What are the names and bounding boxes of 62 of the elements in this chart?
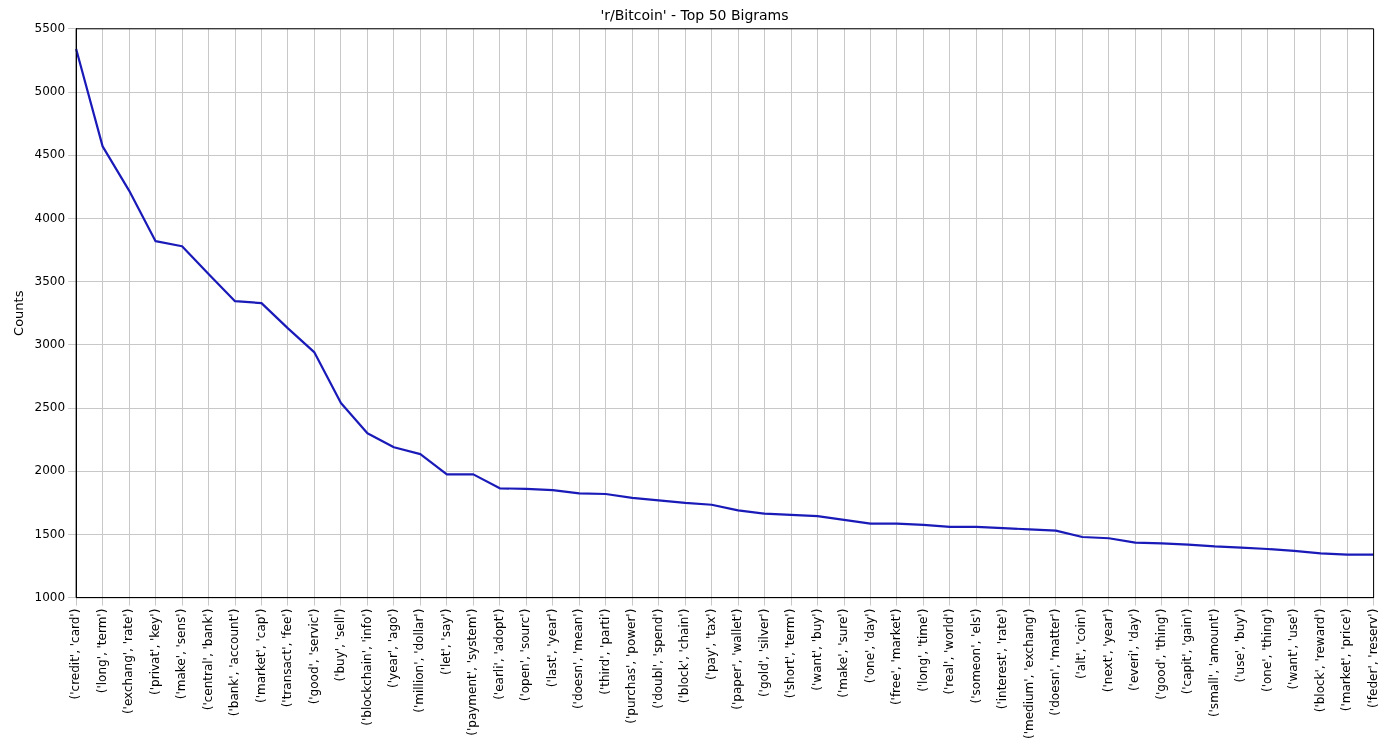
x-tick-label: ('medium', 'exchang') (1021, 608, 1036, 740)
x-tick-label: ('long', 'time') (915, 608, 930, 692)
x-tick-label: ('central', 'bank') (200, 608, 215, 711)
x-tick-label: ('doesn', 'mean') (571, 608, 586, 710)
x-tick-label: ('block', 'reward') (1312, 608, 1327, 713)
x-tick-label: ('capit', 'gain') (1180, 608, 1195, 695)
y-tick-label: 3500 (34, 273, 66, 288)
x-tick-label: ('market', 'price') (1339, 608, 1354, 712)
x-tick-label: ('buy', 'sell') (333, 608, 348, 682)
x-tick-label: ('want', 'use') (1286, 608, 1301, 690)
x-tick-label: ('good', 'servic') (306, 608, 321, 705)
x-tick-label: ('let', 'say') (438, 608, 453, 675)
x-tick-label: ('bank', 'account') (227, 608, 242, 717)
x-tick-label: ('payment', 'system') (465, 608, 480, 736)
x-tick-label: ('short', 'term') (783, 608, 798, 699)
chart-title: 'r/Bitcoin' - Top 50 Bigrams (600, 7, 789, 24)
x-tick-label: ('interest', 'rate') (995, 608, 1010, 710)
x-tick-label: ('make', 'sure') (836, 608, 851, 698)
x-tick-label: ('purchas', 'power') (624, 608, 639, 724)
y-tick-label: 3000 (34, 336, 66, 351)
y-tick-label: 4500 (34, 147, 66, 162)
x-tick-label: ('year', 'ago') (386, 608, 401, 688)
y-axis-title: Counts (11, 290, 27, 336)
x-tick-label: ('gold', 'silver') (756, 608, 771, 698)
x-tick-label: ('market', 'cap') (253, 608, 268, 703)
x-tick-label: ('open', 'sourc') (518, 608, 533, 702)
x-tick-label: ('feder', 'reserv') (1365, 608, 1380, 709)
x-tick-label: ('long', 'term') (94, 608, 109, 694)
x-tick-label: ('doubl', 'spend') (650, 608, 665, 709)
x-tick-label: ('doesn', 'matter') (1047, 608, 1062, 716)
x-tick-label: ('someon', 'els') (968, 608, 983, 704)
x-tick-label: ('alt', 'coin') (1074, 608, 1089, 680)
y-tick-label: 1000 (34, 589, 66, 604)
x-tick-label: ('real', 'world') (942, 608, 957, 695)
x-tick-label: ('last', 'year') (544, 608, 559, 688)
x-tick-label: ('one', 'day') (862, 608, 877, 684)
x-tick-label: ('third', 'parti') (597, 608, 612, 695)
x-tick-label: ('credit', 'card') (68, 608, 83, 700)
x-tick-label: ('blockchain', 'info') (359, 608, 374, 726)
x-tick-label: ('small', 'amount') (1206, 608, 1221, 718)
x-tick-label: ('earli', 'adopt') (491, 608, 506, 700)
x-tick-label: ('free', 'market') (889, 608, 904, 706)
x-tick-label: ('use', 'buy') (1233, 608, 1248, 683)
y-tick-label: 2500 (34, 400, 66, 415)
y-tick-label: 1500 (34, 526, 66, 541)
y-tick-label: 5500 (34, 20, 66, 35)
y-tick-label: 5000 (34, 84, 66, 99)
x-tick-label: ('one', 'thing') (1259, 608, 1274, 693)
x-tick-label: ('paper', 'wallet') (730, 608, 745, 710)
x-tick-label: ('million', 'dollar') (412, 608, 427, 713)
x-tick-label: ('block', 'chain') (677, 608, 692, 704)
x-tick-label: ('make', 'sens') (174, 608, 189, 700)
x-tick-label: ('next', 'year') (1100, 608, 1115, 693)
x-tick-label: ('want', 'buy') (809, 608, 824, 691)
x-tick-label: ('pay', 'tax') (703, 608, 718, 681)
x-tick-label: ('everi', 'day') (1127, 608, 1142, 692)
x-tick-label: ('transact', 'fee') (280, 608, 295, 708)
x-tick-label: ('good', 'thing') (1153, 608, 1168, 700)
x-tick-label: ('privat', 'key') (147, 608, 162, 695)
x-tick-label: ('exchang', 'rate') (121, 608, 136, 715)
y-tick-label: 2000 (34, 463, 66, 478)
y-tick-label: 4000 (34, 210, 66, 225)
